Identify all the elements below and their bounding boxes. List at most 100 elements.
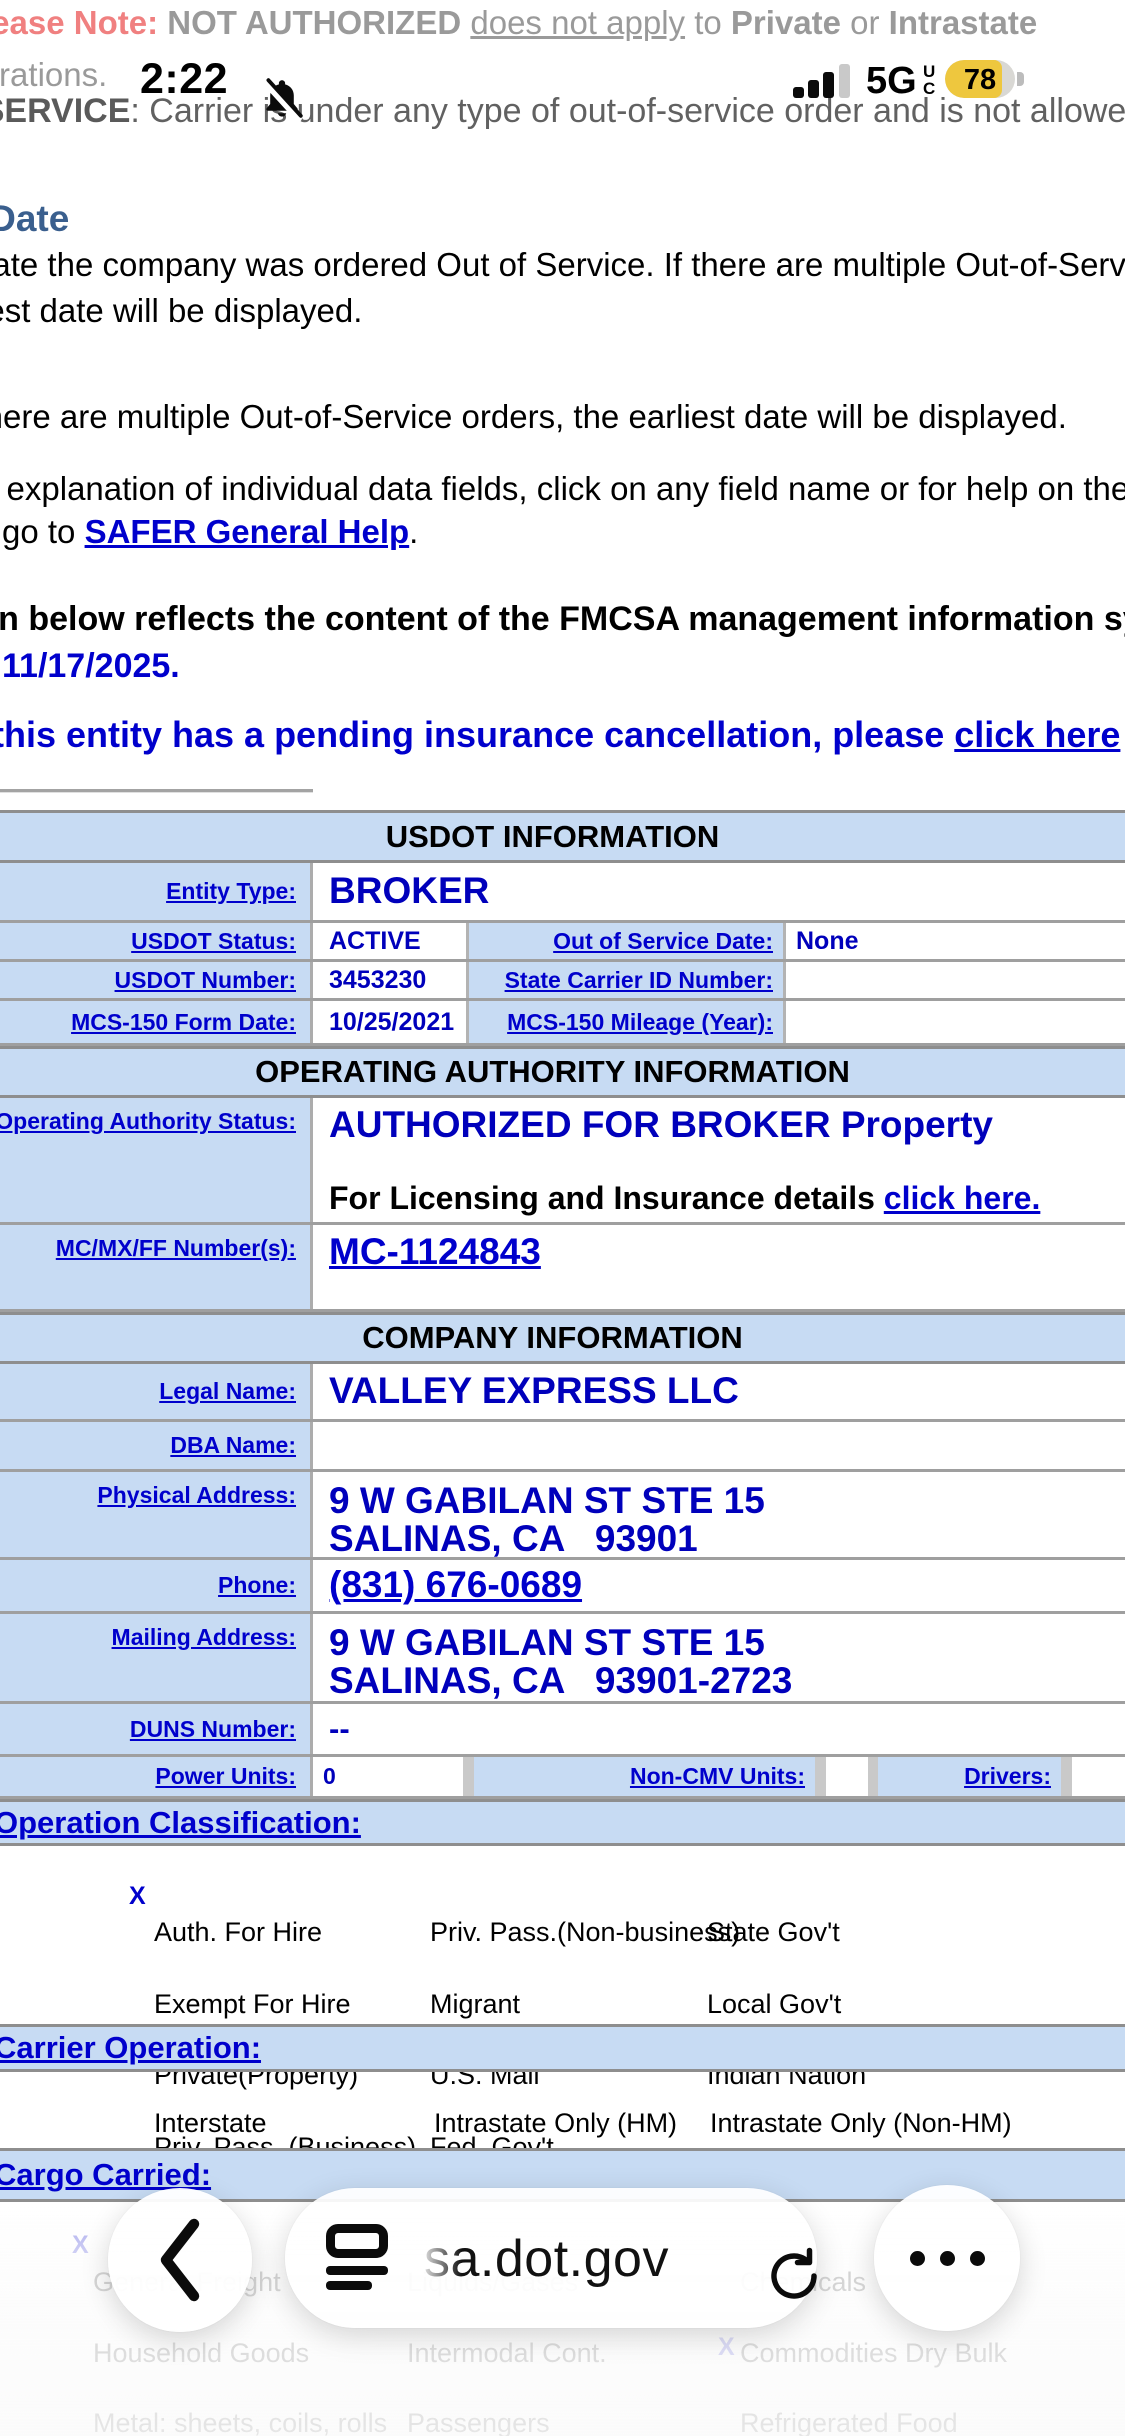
drivers-label[interactable]: Drivers: [964,1763,1051,1789]
legal-name-label[interactable]: Legal Name: [159,1378,296,1404]
dba-name-label[interactable]: DBA Name: [170,1432,296,1458]
network-type-indicator: 5G [866,60,917,102]
entity-type-value: BROKER [329,870,490,912]
usdot-information-header: USDOT INFORMATION [0,810,1125,863]
drivers-value-cell [1072,1757,1125,1796]
signal-bar-4-empty [839,64,850,98]
url-label[interactable]: sa.dot.gov [424,2230,669,2288]
usdot-status-row: USDOT Status: ACTIVE Out of Service Date… [0,923,1125,962]
licensing-details-line: For Licensing and Insurance details clic… [329,1180,1041,1217]
mcs150-row: MCS-150 Form Date: 10/25/2021 MCS-150 Mi… [0,1001,1125,1046]
legal-name-row: Legal Name: VALLEY EXPRESS LLC [0,1364,1125,1422]
please-note-line2: operations. [0,56,108,93]
mc-number-label-cell: MC/MX/FF Number(s): [0,1225,313,1309]
operating-authority-status-value: AUTHORIZED FOR BROKER Property [329,1104,993,1145]
state-carrier-id-label-cell: State Carrier ID Number: [466,962,786,998]
fields-help-line1: For an explanation of individual data fi… [6,470,1125,507]
usdot-number-label[interactable]: USDOT Number: [114,966,296,993]
phone-link[interactable]: (831) 676-0689 [329,1564,583,1606]
mcs150-mileage-label-cell: MCS-150 Mileage (Year): [466,1001,786,1043]
out-of-service-note: OUT-OF-SERVICE: Carrier is under any typ… [0,92,1125,130]
refresh-icon [771,2248,817,2300]
signal-bar-3 [823,72,834,98]
address-bar[interactable] [285,2188,817,2328]
back-button[interactable] [108,2188,252,2332]
network-sub-top: U [923,62,936,81]
more-button[interactable] [874,2185,1020,2331]
duns-number-label[interactable]: DUNS Number: [129,1715,296,1742]
cell-gap [1061,1757,1072,1796]
non-cmv-units-value-cell [826,1757,868,1796]
operating-authority-status-label-cell: Operating Authority Status: [0,1098,313,1222]
page-menu-icon-window [326,2224,388,2258]
refresh-button[interactable] [746,2228,824,2330]
usdot-status-label[interactable]: USDOT Status: [131,927,296,954]
usdot-number-label-cell: USDOT Number: [0,962,313,998]
opclass-item: Local Gov't [707,1988,842,2019]
as-of-date: 11/17/2025. [2,647,180,685]
licensing-click-here-link[interactable]: click here. [883,1180,1041,1217]
power-units-label-cell: Power Units: [0,1757,313,1796]
mc-number-link[interactable]: MC-1124843 [329,1231,541,1272]
power-units-label[interactable]: Power Units: [155,1763,296,1789]
mc-number-value-cell: MC-1124843 [313,1225,1125,1309]
state-carrier-id-label[interactable]: State Carrier ID Number: [504,966,773,993]
please-note-label: Please Note: [0,4,159,41]
mcs150-mileage-label[interactable]: MCS-150 Mileage (Year): [507,1008,773,1035]
entity-type-value-cell: BROKER [313,863,1125,920]
mailing-address-label[interactable]: Mailing Address: [111,1624,296,1650]
mc-number-label[interactable]: MC/MX/FF Number(s): [55,1235,296,1261]
safer-general-help-link[interactable]: SAFER General Help [84,513,410,550]
duns-number-value-cell: -- [313,1704,1125,1754]
cell-gap [463,1757,474,1796]
fields-help-line2: go to SAFER General Help. [2,513,419,550]
opclass-item: Auth. For Hire [154,1916,323,1947]
insurance-click-here-link[interactable]: click here [954,714,1121,755]
opclass-item: Priv. Pass.(Non-business) [430,1916,741,1947]
mailing-address-label-cell: Mailing Address: [0,1614,313,1701]
phone-value-cell: (831) 676-0689 [313,1560,1125,1611]
insurance-cancellation-line: If this entity has a pending insurance c… [0,714,1121,755]
oos-date-para-line1: The date the company was ordered Out of … [0,246,1125,283]
page-menu-icon[interactable] [326,2224,388,2290]
legal-name-value-cell: VALLEY EXPRESS LLC [313,1364,1125,1419]
mcs150-form-date-label[interactable]: MCS-150 Form Date: [71,1008,296,1035]
dba-name-label-cell: DBA Name: [0,1422,313,1469]
carrier-operation-intrastate-hm: Intrastate Only (HM) [434,2108,678,2138]
entity-type-label[interactable]: Entity Type: [166,878,296,904]
phone-label[interactable]: Phone: [218,1572,296,1598]
battery-fill [945,60,1002,98]
mailing-address-row: Mailing Address: 9 W GABILAN ST STE 15 S… [0,1614,1125,1704]
more-icon [909,2250,925,2266]
company-information-header: COMPANY INFORMATION [0,1312,1125,1364]
battery-tip [1017,72,1024,86]
operating-authority-status-label[interactable]: Operating Authority Status: [0,1108,296,1134]
as-of-line: The information below reflects the conte… [0,600,1125,638]
drivers-label-cell: Drivers: [878,1757,1061,1796]
bell-slash-icon [240,57,306,147]
mc-number-row: MC/MX/FF Number(s): MC-1124843 [0,1225,1125,1312]
operating-authority-header: OPERATING AUTHORITY INFORMATION [0,1046,1125,1098]
cell-gap [868,1757,878,1796]
oos-date-para-line2: earliest date will be displayed. [0,292,363,329]
duns-number-row: DUNS Number: -- [0,1704,1125,1757]
mailing-address-value-cell: 9 W GABILAN ST STE 15 SALINAS, CA 93901-… [313,1614,1125,1701]
duns-number-label-cell: DUNS Number: [0,1704,313,1754]
usdot-status-value: ACTIVE [329,926,421,955]
oos-date-label[interactable]: Out of Service Date: [553,927,773,954]
more-icon-dot [969,2250,985,2266]
duns-number-value: -- [329,1710,350,1746]
cargo-item: Passengers [407,2408,550,2436]
carrier-operation-intrastate-non-hm: Intrastate Only (Non-HM) [710,2108,1012,2138]
mailing-address-line2: SALINAS, CA 93901-2723 [329,1660,793,1701]
mcs150-form-date-value-cell: 10/25/2021 [313,1001,466,1043]
usdot-number-value: 3453230 [329,965,427,994]
non-cmv-units-label[interactable]: Non-CMV Units: [629,1763,805,1789]
usdot-number-row: USDOT Number: 3453230 State Carrier ID N… [0,962,1125,1001]
cargo-item: Metal: sheets, coils, rolls [93,2408,388,2436]
usdot-number-value-cell: 3453230 [313,962,466,998]
oos-date-label-cell: Out of Service Date: [466,923,786,959]
physical-address-label[interactable]: Physical Address: [97,1482,296,1508]
dba-name-row: DBA Name: [0,1422,1125,1472]
